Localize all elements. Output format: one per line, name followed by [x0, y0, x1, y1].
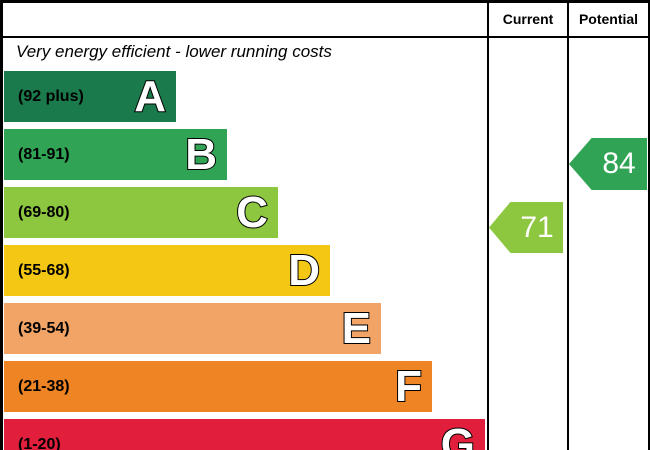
band-letter: F — [394, 361, 423, 411]
band-range-label: (81-91) — [18, 145, 70, 163]
band-letter: A — [133, 71, 167, 121]
band-row-c: (69-80) C — [4, 187, 278, 238]
band-row-f: (21-38) F — [4, 361, 432, 412]
band-letter: E — [341, 303, 372, 353]
band-range-label: (1-20) — [18, 435, 61, 450]
potential-rating-value: 84 — [602, 147, 636, 180]
potential-rating-arrow: 84 — [569, 138, 647, 190]
border-right — [648, 0, 650, 450]
border-left — [0, 0, 3, 450]
band-range-label: (39-54) — [18, 319, 70, 337]
column-divider-potential — [567, 0, 569, 450]
band-letter: B — [184, 129, 218, 179]
band-row-d: (55-68) D — [4, 245, 330, 296]
border-top — [0, 0, 650, 3]
band-row-a: (92 plus) A — [4, 71, 176, 122]
band-range-label: (21-38) — [18, 377, 70, 395]
potential-column-header: Potential — [578, 11, 639, 27]
band-letter: G — [440, 419, 476, 450]
band-range-label: (69-80) — [18, 203, 70, 221]
column-divider-current — [487, 0, 489, 450]
band-row-e: (39-54) E — [4, 303, 381, 354]
band-letter: D — [287, 245, 321, 295]
band-row-g: (1-20) G — [4, 419, 485, 450]
band-letter: C — [235, 187, 269, 237]
current-rating-arrow: 71 — [489, 202, 563, 253]
band-row-b: (81-91) B — [4, 129, 227, 180]
header-divider — [0, 36, 650, 38]
current-rating-value: 71 — [520, 210, 554, 244]
current-column-header: Current — [502, 11, 554, 27]
efficiency-caption-top: Very energy efficient - lower running co… — [16, 42, 332, 61]
band-range-label: (92 plus) — [18, 87, 84, 105]
band-range-label: (55-68) — [18, 261, 70, 279]
